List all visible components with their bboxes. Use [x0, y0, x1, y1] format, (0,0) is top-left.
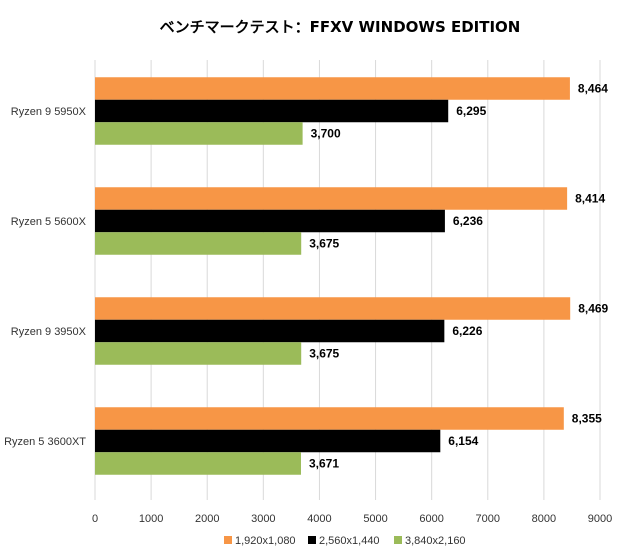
- bar: [95, 232, 302, 255]
- legend-label: 3,840x2,160: [405, 535, 466, 547]
- category-label: Ryzen 5 5600X: [11, 216, 87, 228]
- legend-swatch: [394, 536, 402, 544]
- data-label: 6,236: [453, 214, 483, 228]
- bars: 8,464 6,295 3,700 8,414 6,236 3,675 8,469 6,226…: [95, 77, 609, 475]
- x-tick-label: 4000: [307, 513, 331, 525]
- category-label: Ryzen 9 3950X: [11, 326, 87, 338]
- x-tick-label: 8000: [532, 513, 556, 525]
- bar: [95, 452, 301, 475]
- bar: [95, 209, 445, 233]
- bar: [95, 187, 568, 210]
- bar: [95, 99, 449, 123]
- data-label: 3,675: [309, 237, 339, 251]
- bar: [95, 407, 564, 430]
- bar: [95, 77, 570, 100]
- legend-swatch: [308, 536, 316, 544]
- bar: [95, 429, 441, 453]
- data-label: 6,295: [456, 104, 486, 118]
- legend-label: 2,560x1,440: [319, 535, 380, 547]
- category-labels: Ryzen 9 5950X Ryzen 5 5600X Ryzen 9 3950X R…: [4, 106, 87, 448]
- x-tick-label: 2000: [195, 513, 219, 525]
- chart-title: ベンチマークテスト：FFXV WINDOWS EDITION: [160, 18, 521, 36]
- data-label: 3,700: [311, 127, 341, 141]
- data-label: 3,675: [309, 347, 339, 361]
- x-tick-label: 0: [92, 513, 98, 525]
- x-tick-label: 3000: [251, 513, 275, 525]
- data-label: 8,469: [578, 302, 608, 316]
- bar: [95, 297, 571, 320]
- x-axis-ticks: 0 1000 2000 3000 4000 5000 6000 7000 8000 9000: [92, 513, 612, 525]
- x-tick-label: 7000: [476, 513, 500, 525]
- x-tick-label: 9000: [588, 513, 612, 525]
- data-label: 6,154: [448, 434, 478, 448]
- category-label: Ryzen 9 5950X: [11, 106, 87, 118]
- bar: [95, 319, 445, 343]
- bar: [95, 342, 302, 365]
- data-label: 8,464: [578, 82, 608, 96]
- data-label: 8,355: [572, 412, 602, 426]
- x-tick-label: 6000: [419, 513, 443, 525]
- legend-swatch: [224, 536, 232, 544]
- data-label: 8,414: [575, 192, 605, 206]
- category-label: Ryzen 5 3600XT: [4, 436, 86, 448]
- x-tick-label: 1000: [139, 513, 163, 525]
- data-label: 3,671: [309, 457, 339, 471]
- x-tick-label: 5000: [363, 513, 387, 525]
- legend: 1,920x1,080 2,560x1,440 3,840x2,160: [224, 535, 466, 547]
- data-label: 6,226: [452, 324, 482, 338]
- bar: [95, 122, 303, 145]
- legend-label: 1,920x1,080: [235, 535, 296, 547]
